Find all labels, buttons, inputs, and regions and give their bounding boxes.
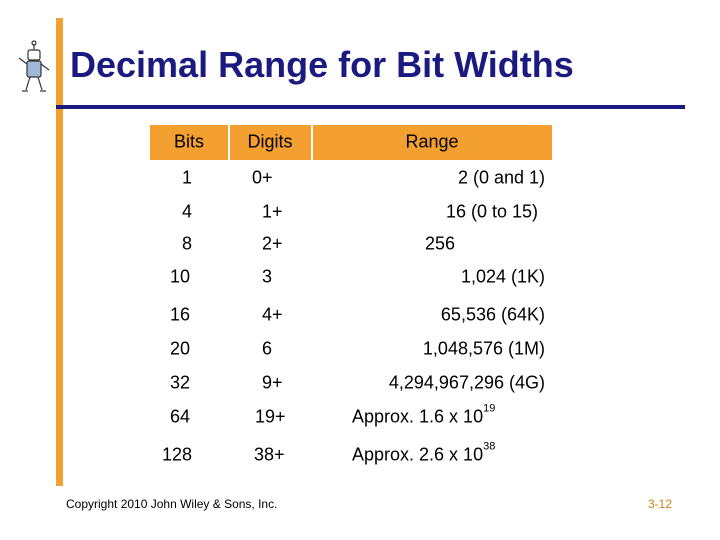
exponent: 19 [483,402,496,415]
digits-cell: 2+ [262,233,283,254]
range-text: 256 [425,233,456,254]
column-header: Range [405,131,459,152]
bits-cell: 1 [181,167,193,188]
range-text: 2 (0 and 1) [457,167,545,188]
bits-cell: 64 [170,406,191,427]
accent-bar [56,18,63,486]
range-text: 1,024 (1K) [460,266,545,287]
range-text: 4,294,967,296 (4G) [388,372,545,393]
column-header: Digits [247,131,293,152]
bits-cell: 4 [181,201,193,222]
page-number: 3-12 [648,497,673,511]
digits-cell: 38+ [254,444,285,465]
digits-cell: 1+ [262,201,283,222]
range-text: 16 (0 to 15) [445,201,538,222]
digits-cell: 19+ [255,406,286,427]
bits-cell: 16 [170,304,191,325]
digits-cell: 9+ [262,372,283,393]
exponent: 38 [483,440,496,453]
range-cell: 1,048,576 (1M) [423,339,545,360]
range-cell: 2 (0 and 1) [458,168,545,189]
robot-logo [18,40,50,92]
range-cell: 65,536 (64K) [441,305,545,326]
digits-cell: 0+ [252,167,273,188]
bits-cell: 128 [162,444,193,465]
title-rule [56,105,685,109]
range-cell: 16 (0 to 15) [446,202,538,223]
range-text: 1,048,576 (1M) [422,338,545,359]
bits-cell: 32 [170,372,191,393]
range-text: Approx. 1.6 x 10 [352,406,484,427]
table-header [150,125,552,160]
range-cell: 256 [425,234,455,255]
slide-title: Decimal Range for Bit Widths [70,44,574,85]
bits-cell: 8 [181,233,193,254]
header-separator [228,125,230,160]
range-cell: 1,024 (1K) [461,267,545,288]
copyright: Copyright 2010 John Wiley & Sons, Inc. [66,497,278,511]
bits-cell: 20 [170,338,191,359]
digits-cell: 4+ [262,304,283,325]
range-cell: Approx. 1.6 x 1019 [352,403,495,428]
column-header: Bits [173,131,205,152]
digits-cell: 6 [262,338,273,359]
digits-cell: 3 [262,266,273,287]
range-text: 65,536 (64K) [440,304,545,325]
range-cell: 4,294,967,296 (4G) [389,373,545,394]
header-separator [311,125,313,160]
bits-cell: 10 [170,266,191,287]
range-cell: Approx. 2.6 x 1038 [352,441,495,466]
range-text: Approx. 2.6 x 10 [352,444,484,465]
